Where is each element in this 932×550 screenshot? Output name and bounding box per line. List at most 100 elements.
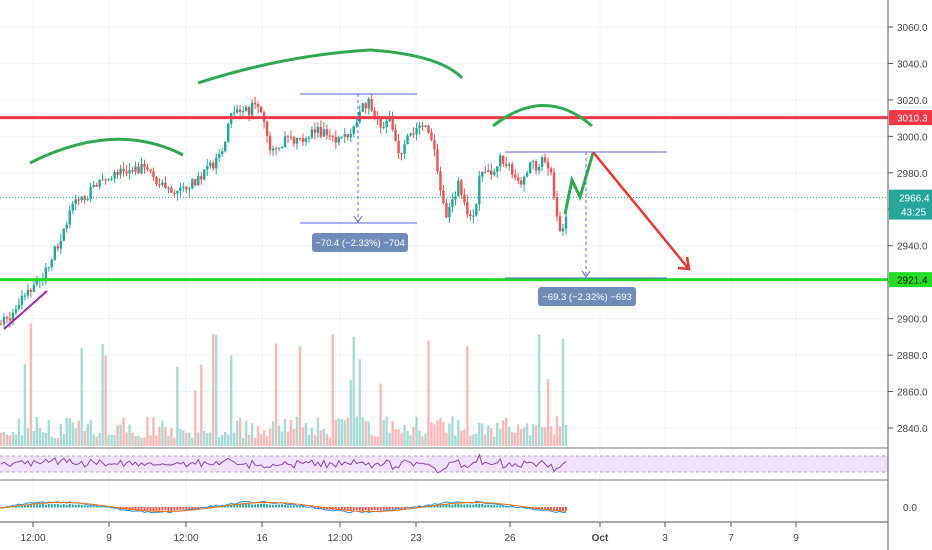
volume-bar [364, 421, 367, 446]
measure-tool-2[interactable]: −69.3 (−2.32%) −693 [505, 151, 667, 306]
volume-bar [2, 431, 6, 446]
macd-histogram-bar [95, 506, 98, 508]
candle-body [259, 106, 263, 113]
candle-body [508, 164, 511, 166]
candle-body [289, 137, 293, 139]
macd-histogram-bar [301, 505, 304, 508]
macd-histogram-bar [373, 507, 376, 511]
volume-bar [44, 432, 48, 446]
candle-body [271, 148, 275, 151]
measure-label-1: −70.4 (−2.33%) −704 [315, 238, 405, 249]
macd-histogram-bar [236, 504, 239, 508]
macd-histogram-bar [254, 504, 257, 508]
candle-body [301, 137, 305, 143]
candle-body [161, 182, 164, 185]
volume-bar [92, 434, 95, 446]
macd-histogram-bar [439, 505, 442, 508]
candle-body [298, 137, 302, 139]
volume-bar [508, 426, 511, 446]
volume-bar [17, 418, 21, 446]
macd-histogram-bar [556, 507, 559, 511]
candle-body [286, 136, 290, 138]
candle-body [322, 129, 326, 137]
macd-histogram-bar [499, 505, 502, 508]
time-axis[interactable]: 12:00 9 12:00 16 12:00 23 26 Oct 3 7 9 [20, 522, 799, 544]
volume-bar [436, 420, 439, 446]
macd-histogram-bar [239, 504, 242, 508]
volume-bar [307, 434, 311, 446]
macd-histogram-bar [310, 506, 313, 508]
volume-bar [516, 424, 520, 446]
volume-bar [8, 435, 12, 446]
volume-bar [400, 432, 403, 446]
volume-bar [463, 429, 466, 446]
volume-bar [259, 434, 263, 446]
macd-histogram-bar [550, 507, 553, 510]
candle-body [540, 157, 544, 167]
volume-bar [493, 436, 496, 446]
macd-histogram-bar [433, 504, 436, 508]
macd-histogram-bar [35, 504, 38, 508]
macd-histogram-bar [508, 506, 511, 508]
candle-body [361, 103, 364, 112]
volume-bar [406, 430, 409, 446]
volume-bar [382, 420, 385, 446]
measure-tool-1[interactable]: −70.4 (−2.33%) −704 [300, 93, 417, 252]
macd-histogram-bar [152, 507, 155, 511]
volume-bar [546, 378, 550, 446]
volume-bar [534, 425, 538, 446]
macd-histogram-bar [355, 507, 358, 510]
candle-body [406, 135, 409, 145]
macd-histogram-bar [224, 505, 227, 508]
candle-body [295, 137, 299, 144]
time-tick-label: 16 [256, 533, 268, 544]
volume-bar [247, 435, 251, 446]
candle-body [484, 171, 487, 173]
macd-histogram-bar [361, 507, 364, 511]
candle-body [421, 125, 424, 127]
volume-bar [250, 423, 254, 446]
macd-histogram-bar [346, 507, 349, 511]
candle-body [307, 137, 311, 139]
volume-bar [170, 428, 173, 446]
candle-body [331, 135, 335, 137]
macd-histogram-bar [128, 507, 131, 510]
macd-histogram-bar [430, 505, 433, 508]
candle-body [370, 98, 373, 111]
candle-body [448, 207, 451, 218]
macd-histogram-bar [481, 503, 484, 508]
macd-histogram-bar [269, 504, 272, 508]
candle-body [44, 267, 48, 279]
macd-histogram-bar [59, 504, 62, 508]
candle-body [475, 204, 478, 216]
macd-histogram-bar [32, 504, 35, 508]
macd-histogram-bar [257, 504, 260, 508]
candle-body [188, 188, 191, 190]
macd-histogram-bar [164, 507, 167, 511]
volume-bar [32, 430, 36, 446]
macd-histogram-bar [41, 503, 44, 508]
macd-histogram-bar [445, 503, 448, 508]
candle-body [519, 180, 523, 185]
candle-body [235, 109, 239, 113]
macd-histogram-bar [364, 507, 367, 511]
candle-body [564, 216, 568, 229]
macd-histogram-bar [185, 507, 188, 510]
macd-histogram-bar [493, 505, 496, 508]
macd-histogram-bar [436, 505, 439, 508]
volume-bar [313, 435, 317, 446]
macd-histogram-bar [233, 505, 236, 508]
macd-histogram-bar [209, 506, 212, 508]
volume-bar [289, 419, 293, 446]
volume-bar [38, 427, 42, 446]
candle-body [352, 126, 355, 134]
price-tick-label: 2860.0 [897, 388, 928, 399]
candle-body [164, 182, 167, 189]
candle-body [209, 162, 212, 167]
candle-body [50, 259, 54, 268]
volume-bar [543, 427, 547, 446]
volume-bar [53, 437, 57, 446]
volume-bar [349, 379, 352, 446]
volume-bar [552, 434, 556, 446]
macd-histogram-bar [263, 503, 266, 508]
